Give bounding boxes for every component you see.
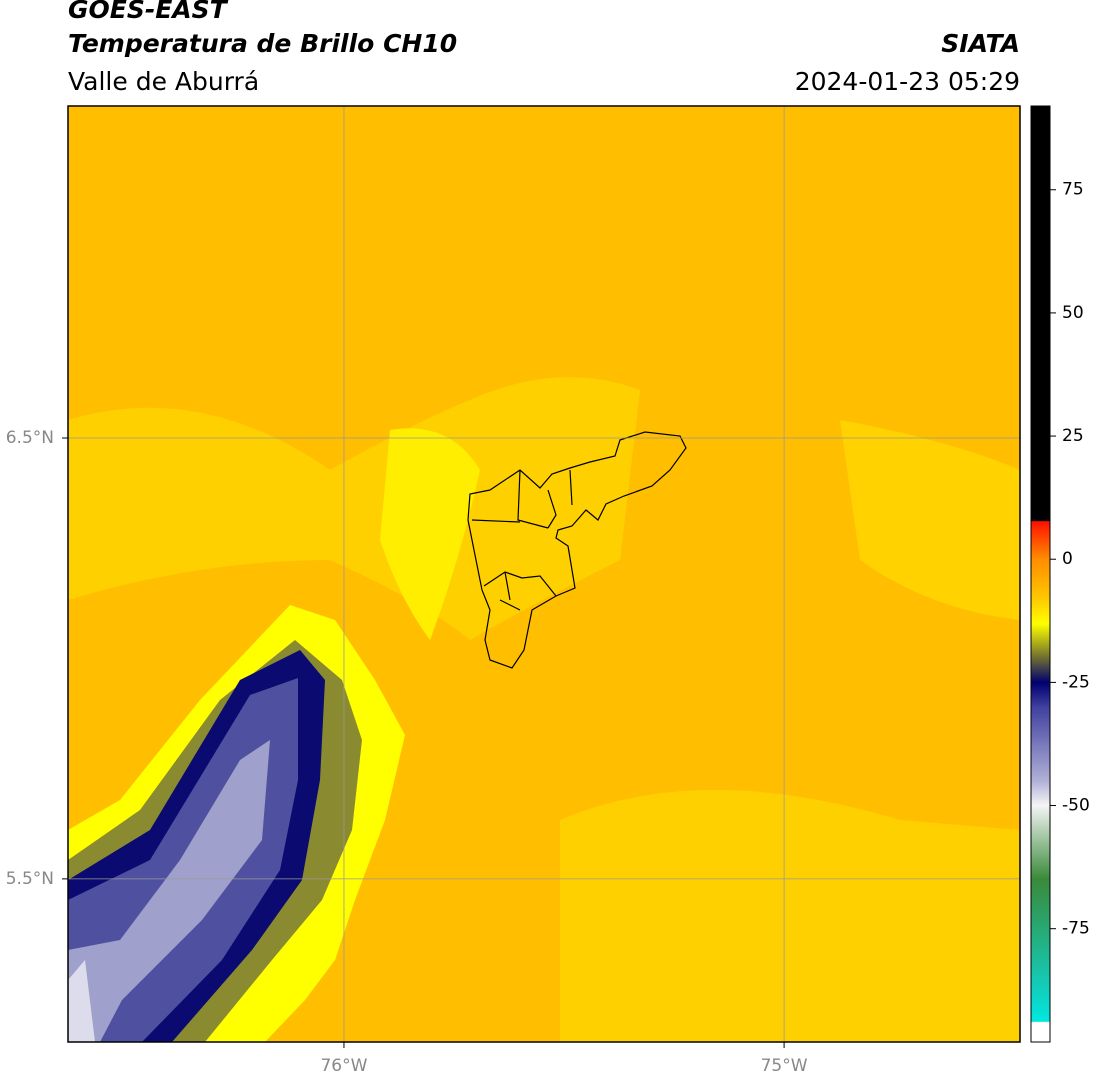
colorbar — [1030, 105, 1051, 1043]
map-frame — [67, 105, 1021, 1043]
colorbar-tick-label: 0 — [1062, 549, 1073, 569]
warm-region — [560, 790, 1020, 1042]
grid — [68, 106, 1020, 1042]
colorbar-tick-label: -25 — [1062, 672, 1090, 692]
colorbar-tick-label: 25 — [1062, 426, 1084, 446]
map-image — [68, 106, 1020, 1042]
warm-region — [68, 377, 640, 640]
region: Valle de Aburrá — [68, 67, 259, 96]
cloud-core — [68, 960, 95, 1042]
warm-region — [380, 428, 480, 640]
y-tick-label: 6.5°N — [6, 428, 54, 448]
source: SIATA — [941, 29, 1020, 58]
colorbar-tick-label: 75 — [1062, 180, 1084, 200]
colorbar-tick-label: 50 — [1062, 303, 1084, 323]
title: GOES-EAST — [68, 0, 229, 24]
colorbar-tick-label: -75 — [1062, 919, 1090, 939]
cloud-core — [68, 740, 270, 1042]
subtitle: Temperatura de Brillo CH10 — [68, 29, 457, 58]
x-tick-label: 76°W — [320, 1056, 367, 1076]
municipality-boundaries — [467, 431, 687, 669]
warm-region — [840, 420, 1020, 620]
x-tick-label: 75°W — [761, 1056, 808, 1076]
colorbar-tick-label: -50 — [1062, 796, 1090, 816]
timestamp: 2024-01-23 05:29 — [795, 67, 1020, 96]
y-tick-label: 5.5°N — [6, 869, 54, 889]
